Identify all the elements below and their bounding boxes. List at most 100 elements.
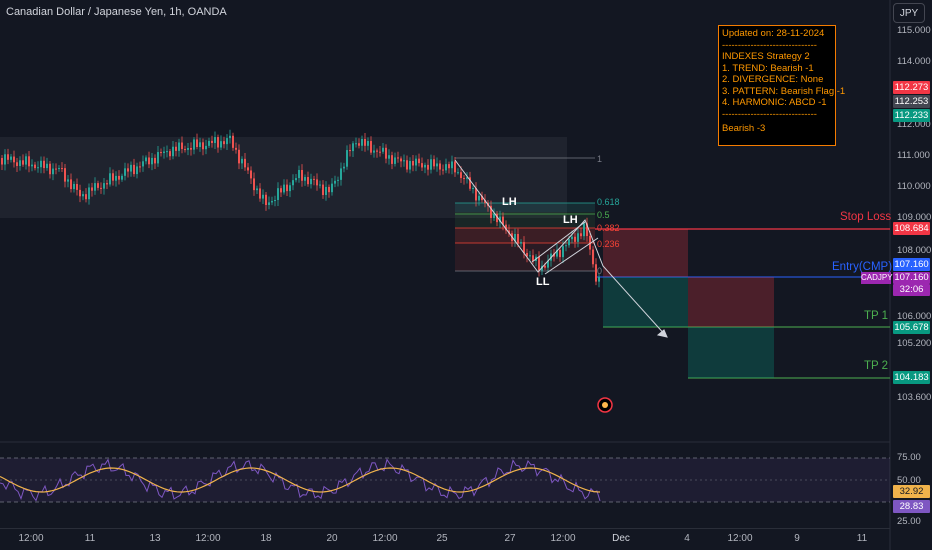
candle-body [16, 162, 18, 166]
candle-body [496, 213, 498, 223]
candle-body [178, 142, 180, 151]
fib-label-1: 1 [597, 154, 603, 164]
candle-body [160, 152, 162, 154]
candle-body [481, 195, 483, 201]
candle-body [163, 151, 165, 154]
candle-body [145, 157, 147, 162]
candle-body [412, 160, 414, 166]
currency-button[interactable]: JPY [893, 3, 925, 23]
candle-body [19, 160, 21, 166]
candle-body [121, 175, 123, 180]
candle-body [259, 188, 261, 199]
candle-body [436, 163, 438, 167]
entry-price-tag: 107.160 [893, 258, 930, 271]
bar-countdown: 32:06 [893, 284, 930, 296]
candle-body [124, 168, 126, 176]
tp2-price-tag: 104.183 [893, 371, 930, 384]
candle-body [448, 164, 450, 169]
candle-body [589, 235, 591, 250]
candle-body [499, 216, 501, 223]
candle-body [247, 167, 249, 171]
time-axis-divider [0, 528, 890, 529]
candle-body [79, 189, 81, 197]
time-label: 4 [684, 533, 690, 544]
info-updated: Updated on: 28-11-2024 [722, 28, 825, 39]
time-label: 27 [504, 533, 516, 544]
candle-body [37, 167, 39, 169]
position-tool-1[interactable] [603, 229, 688, 327]
candle-body [127, 168, 129, 172]
candle-body [556, 249, 558, 257]
candle-body [592, 249, 594, 265]
candle-body [55, 168, 57, 170]
position-tool-2[interactable] [688, 277, 774, 378]
candle-body [568, 239, 570, 246]
candle-body [184, 149, 186, 151]
candle-body [379, 151, 381, 153]
candle-body [451, 161, 453, 169]
price-tick: 110.000 [897, 181, 931, 192]
candle-body [469, 177, 471, 189]
info-strategy: INDEXES Strategy 2 [722, 51, 810, 62]
info-harmonic: 4. HARMONIC: ABCD -1 [722, 97, 827, 108]
candle-body [337, 179, 339, 181]
entry-label: Entry(CMP) [832, 261, 893, 273]
candle-body [1, 158, 3, 165]
candle-body [148, 157, 150, 165]
candle-body [31, 164, 33, 167]
price-tick: 103.600 [897, 392, 932, 403]
candle-body [199, 142, 201, 148]
candle-body [214, 137, 216, 143]
current-price-tag: 107.160 [893, 272, 930, 284]
candle-body [547, 260, 549, 268]
time-label: 25 [436, 533, 448, 544]
candle-body [181, 142, 183, 150]
candle-body [343, 166, 345, 169]
candle-body [529, 255, 531, 257]
candle-body [7, 154, 9, 160]
candle-body [238, 149, 240, 164]
candle-body [112, 173, 114, 181]
candle-body [286, 184, 288, 192]
alert-icon[interactable] [597, 397, 613, 413]
time-label: 11 [856, 533, 868, 544]
candle-body [97, 183, 99, 188]
candle-body [208, 140, 210, 146]
candle-body [478, 195, 480, 201]
candle-body [373, 150, 375, 153]
candle-body [70, 179, 72, 190]
candle-body [139, 166, 141, 168]
candle-body [49, 163, 51, 175]
rsi-tick: 75.00 [897, 452, 921, 463]
tp1-price-tag: 105.678 [893, 321, 930, 334]
candle-body [445, 164, 447, 171]
stop-loss-price-tag: 108.684 [893, 222, 930, 235]
candle-body [193, 139, 195, 150]
candle-body [133, 164, 135, 175]
candle-body [322, 184, 324, 195]
time-label: 13 [149, 533, 161, 544]
rsi-ma-value-tag: 32.92 [893, 485, 930, 498]
strategy-info-box[interactable]: Updated on: 28-11-2024 -----------------… [718, 25, 845, 146]
candle-body [277, 188, 279, 200]
zigzag-pattern[interactable] [454, 159, 668, 338]
candle-body [364, 138, 366, 146]
price-tick: 106.000 [897, 311, 932, 322]
candle-body [583, 223, 585, 237]
candle-body [61, 168, 63, 170]
candle-body [544, 265, 546, 268]
candle-body [367, 141, 369, 146]
candle-body [157, 152, 159, 164]
price-tick: 105.200 [897, 338, 932, 349]
candle-body [22, 160, 24, 165]
candle-body [574, 236, 576, 242]
time-label: 12:00 [195, 533, 221, 544]
candle-body [505, 224, 507, 231]
candle-body [394, 157, 396, 164]
candle-body [109, 173, 111, 185]
fib-label-05: 0.5 [597, 210, 610, 220]
info-separator: ------------------------------ [722, 39, 817, 51]
candle-body [4, 154, 6, 165]
candle-body [142, 161, 144, 167]
